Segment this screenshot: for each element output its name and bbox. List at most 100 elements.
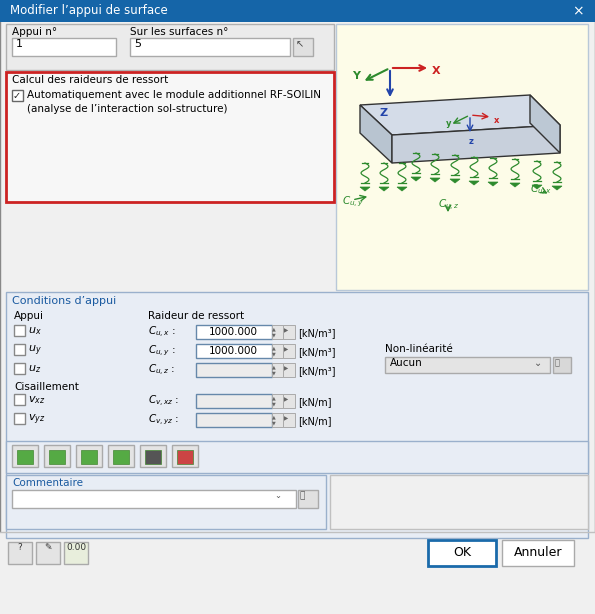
Text: 0.00: 0.00 — [66, 543, 86, 552]
Bar — [272, 363, 283, 377]
Text: Y: Y — [352, 71, 360, 81]
Bar — [108, 445, 134, 467]
Bar — [6, 72, 334, 202]
Text: [kN/m]: [kN/m] — [298, 416, 331, 426]
Polygon shape — [552, 186, 562, 190]
Polygon shape — [530, 95, 560, 153]
Bar — [172, 445, 198, 467]
Text: ▲: ▲ — [272, 326, 275, 331]
Bar — [6, 24, 334, 70]
Text: $u_y$: $u_y$ — [28, 344, 42, 359]
Polygon shape — [450, 179, 460, 183]
Bar — [76, 445, 102, 467]
Bar — [140, 445, 166, 467]
Text: Annuler: Annuler — [513, 546, 562, 559]
Text: $v_{yz}$: $v_{yz}$ — [28, 413, 45, 427]
Bar — [14, 344, 25, 355]
Bar — [14, 413, 25, 424]
Text: Raideur de ressort: Raideur de ressort — [148, 311, 244, 321]
Text: $u_z$: $u_z$ — [28, 363, 41, 375]
Polygon shape — [177, 450, 193, 464]
Bar — [272, 413, 283, 427]
Bar — [12, 490, 296, 508]
Bar — [14, 363, 25, 374]
Bar — [283, 363, 295, 377]
Text: ▶: ▶ — [284, 328, 288, 333]
Text: $C_{u,y}$ :: $C_{u,y}$ : — [148, 344, 176, 359]
Bar — [298, 490, 318, 508]
Text: $C_{u,x}$ :: $C_{u,x}$ : — [148, 325, 176, 340]
Text: Aucun: Aucun — [390, 358, 423, 368]
Text: ▼: ▼ — [272, 351, 275, 356]
Polygon shape — [510, 183, 520, 187]
Text: ▶: ▶ — [284, 397, 288, 402]
Bar — [8, 542, 32, 564]
Text: [kN/m³]: [kN/m³] — [298, 347, 336, 357]
Text: $C_{u,z}$ :: $C_{u,z}$ : — [148, 363, 176, 378]
Text: 1000.000: 1000.000 — [208, 346, 258, 356]
Text: ↖: ↖ — [296, 39, 304, 49]
Text: $C_{u,y}$: $C_{u,y}$ — [342, 195, 364, 209]
Bar — [283, 394, 295, 408]
Bar — [428, 540, 496, 566]
Bar — [330, 475, 588, 529]
Polygon shape — [17, 450, 33, 464]
Bar — [336, 24, 588, 290]
Text: ⧉: ⧉ — [300, 491, 305, 500]
Text: [kN/m³]: [kN/m³] — [298, 328, 336, 338]
Bar — [196, 363, 272, 377]
Text: ▲: ▲ — [272, 395, 275, 400]
Text: ▶: ▶ — [284, 416, 288, 421]
Text: ⌄: ⌄ — [274, 491, 281, 500]
Bar — [36, 542, 60, 564]
Text: ✎: ✎ — [44, 543, 52, 552]
Text: ▼: ▼ — [272, 420, 275, 425]
Polygon shape — [113, 450, 129, 464]
Bar — [283, 325, 295, 339]
Bar — [196, 325, 272, 339]
Bar — [12, 38, 116, 56]
Text: Z: Z — [380, 108, 388, 118]
Bar — [293, 38, 313, 56]
Bar — [283, 344, 295, 358]
Bar — [196, 413, 272, 427]
Text: Automatiquement avec le module additionnel RF-SOILIN: Automatiquement avec le module additionn… — [27, 90, 321, 100]
Text: ▼: ▼ — [272, 401, 275, 406]
Polygon shape — [379, 187, 389, 191]
Bar — [553, 357, 571, 373]
Text: [kN/m³]: [kN/m³] — [298, 366, 336, 376]
Polygon shape — [532, 185, 542, 189]
Text: 1000.000: 1000.000 — [208, 327, 258, 337]
Polygon shape — [430, 178, 440, 182]
Bar — [0, 0, 595, 22]
Text: $C_{u,x}$: $C_{u,x}$ — [530, 183, 552, 198]
Bar — [283, 413, 295, 427]
Polygon shape — [392, 125, 560, 163]
Text: OK: OK — [453, 546, 471, 559]
Text: ▼: ▼ — [272, 332, 275, 337]
Text: ⧉: ⧉ — [555, 358, 560, 367]
Text: z: z — [469, 137, 474, 146]
Text: ?: ? — [18, 543, 23, 552]
Polygon shape — [397, 187, 407, 191]
Text: Cisaillement: Cisaillement — [14, 382, 79, 392]
Bar — [6, 292, 588, 538]
Text: $C_{v,xz}$ :: $C_{v,xz}$ : — [148, 394, 179, 409]
Bar — [64, 542, 88, 564]
Bar — [502, 540, 574, 566]
Polygon shape — [360, 187, 370, 191]
Bar — [12, 445, 38, 467]
Text: x: x — [494, 116, 499, 125]
Text: Calcul des raideurs de ressort: Calcul des raideurs de ressort — [12, 75, 168, 85]
Bar — [6, 441, 588, 473]
Text: ▲: ▲ — [272, 345, 275, 350]
Bar — [12, 90, 23, 101]
Bar — [14, 325, 25, 336]
Text: ▲: ▲ — [272, 414, 275, 419]
Text: y: y — [446, 119, 452, 128]
Text: ⌄: ⌄ — [534, 358, 542, 368]
Text: Modifier l’appui de surface: Modifier l’appui de surface — [10, 4, 168, 17]
Text: Commentaire: Commentaire — [12, 478, 83, 488]
Polygon shape — [360, 105, 392, 163]
Polygon shape — [145, 450, 161, 464]
